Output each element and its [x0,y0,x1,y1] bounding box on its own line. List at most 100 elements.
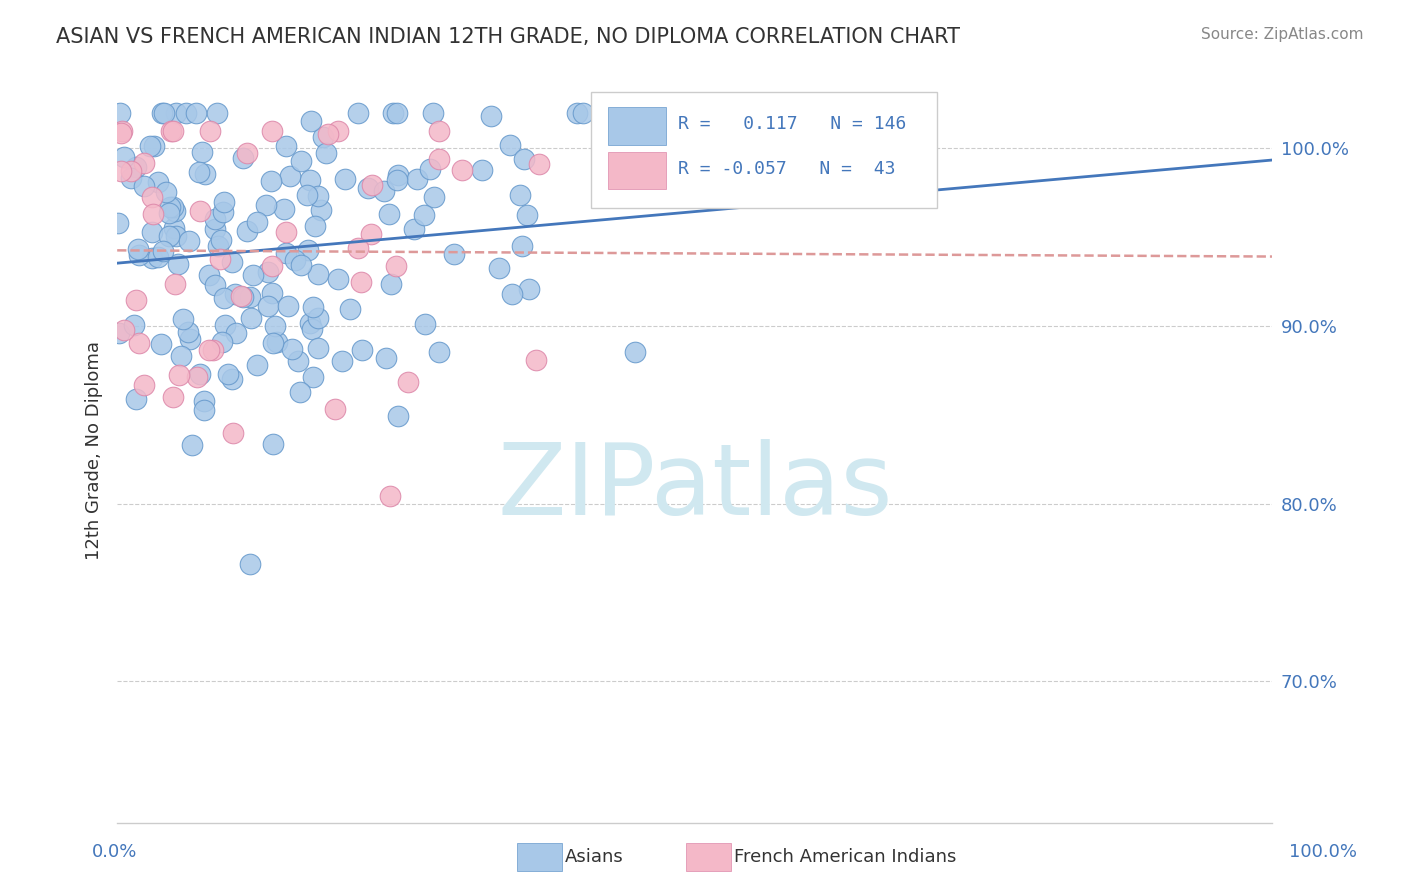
Point [165,277,187,292]
Point [333,172,356,186]
Point [139,139,162,153]
Point [172,312,194,326]
Point [309,202,332,217]
Point [385,106,408,120]
FancyBboxPatch shape [591,93,938,208]
Point [290,385,312,400]
Point [224,287,246,301]
Point [429,153,451,167]
Point [212,195,235,210]
Text: French American Indians: French American Indians [734,848,956,866]
Point [159,200,181,214]
Point [419,162,441,177]
Point [177,234,200,248]
Point [188,165,211,179]
Point [274,139,297,153]
Point [236,223,259,237]
Point [516,208,538,222]
Point [120,164,142,178]
Point [141,207,163,221]
Point [256,265,278,279]
Point [165,106,187,120]
FancyBboxPatch shape [609,107,666,145]
Point [204,221,226,235]
Point [122,318,145,332]
Point [141,225,163,239]
Point [284,252,307,267]
Point [260,286,283,301]
Point [204,212,226,227]
Point [148,175,170,189]
Point [125,160,148,174]
Point [443,247,465,261]
Point [194,167,217,181]
Point [413,317,436,331]
Point [125,293,148,308]
Point [212,291,235,305]
Point [141,190,163,204]
Point [385,173,408,187]
Point [191,145,214,159]
Point [205,106,228,120]
Point [179,332,201,346]
Point [225,326,247,340]
Y-axis label: 12th Grade, No Diploma: 12th Grade, No Diploma [86,341,103,560]
Point [519,282,541,296]
Text: Asians: Asians [565,848,624,866]
Point [197,268,219,283]
Point [134,156,156,170]
Point [160,124,183,138]
Text: 0.0%: 0.0% [91,843,136,861]
Point [162,124,184,138]
Point [107,326,129,340]
Point [672,126,695,140]
Point [512,239,534,253]
Point [312,129,335,144]
Point [204,278,226,293]
Point [128,335,150,350]
Point [299,113,322,128]
Point [277,299,299,313]
Point [326,124,349,138]
Point [141,251,163,265]
Point [167,368,190,383]
Point [350,343,373,357]
Point [378,207,401,221]
Point [406,172,429,186]
Point [221,255,243,269]
Point [307,310,329,325]
Point [170,349,193,363]
Point [242,268,264,282]
Point [134,378,156,392]
Point [299,317,322,331]
Point [146,251,169,265]
Point [180,437,202,451]
Point [193,403,215,417]
Point [112,323,135,337]
Point [412,208,434,222]
Point [488,261,510,276]
Text: ZIPatlas: ZIPatlas [498,439,893,536]
Point [152,244,174,259]
Point [281,343,304,357]
Point [108,106,131,120]
Point [211,233,233,247]
Point [153,106,176,120]
Point [165,203,187,218]
Point [110,164,132,178]
Point [143,139,166,153]
Text: R =   0.117   N = 146: R = 0.117 N = 146 [678,115,905,134]
Point [221,372,243,386]
Point [107,216,129,230]
Point [125,392,148,407]
Point [193,394,215,409]
Point [207,239,229,253]
Point [214,318,236,332]
Point [186,370,208,384]
Point [571,106,593,120]
Text: ASIAN VS FRENCH AMERICAN INDIAN 12TH GRADE, NO DIPLOMA CORRELATION CHART: ASIAN VS FRENCH AMERICAN INDIAN 12TH GRA… [56,27,960,46]
Point [301,322,323,336]
Point [347,241,370,255]
Point [524,353,547,368]
Point [188,204,211,219]
